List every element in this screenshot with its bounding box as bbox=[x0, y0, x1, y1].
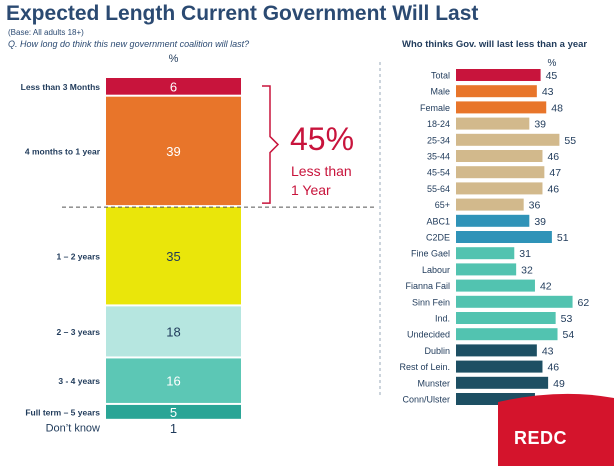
bar-category-label: 65+ bbox=[435, 200, 450, 210]
bar-value-label: 55 bbox=[564, 135, 576, 147]
bar bbox=[456, 166, 545, 179]
bar-category-label: 45-54 bbox=[427, 168, 450, 178]
highlight-line2: 1 Year bbox=[291, 182, 331, 198]
segment-value-label: 39 bbox=[166, 144, 180, 159]
bar-value-label: 53 bbox=[561, 313, 573, 325]
stack-segment bbox=[106, 358, 241, 403]
bar-value-label: 47 bbox=[549, 167, 561, 179]
percent-header: % bbox=[169, 53, 179, 65]
category-label: Don’t know bbox=[46, 422, 100, 434]
bar-value-label: 42 bbox=[540, 281, 552, 293]
stack-segment bbox=[106, 207, 241, 305]
bar-value-label: 46 bbox=[547, 183, 559, 195]
bracket bbox=[262, 85, 280, 204]
bar bbox=[456, 214, 530, 227]
stack-segment bbox=[106, 404, 241, 419]
bar-value-label: 43 bbox=[542, 345, 554, 357]
page-title: Expected Length Current Government Will … bbox=[6, 2, 479, 25]
bar bbox=[456, 133, 560, 146]
redc-logo: REDC bbox=[514, 428, 568, 448]
bar-category-label: 18-24 bbox=[427, 119, 450, 129]
bar bbox=[456, 85, 537, 98]
bar-category-label: Male bbox=[430, 87, 450, 97]
bar-category-label: Dublin bbox=[424, 346, 450, 356]
logo-background bbox=[498, 393, 614, 466]
decoration bbox=[498, 393, 614, 466]
bar bbox=[456, 150, 543, 162]
bar bbox=[456, 360, 543, 373]
bar bbox=[456, 198, 524, 211]
bar-value-label: 62 bbox=[578, 297, 590, 309]
bar-category-label: 35-44 bbox=[427, 152, 450, 162]
category-label: 1 – 2 years bbox=[57, 251, 101, 261]
bar-category-label: Munster bbox=[417, 378, 450, 388]
percent-header: % bbox=[548, 58, 557, 69]
bar bbox=[456, 376, 549, 389]
bar-value-label: 39 bbox=[534, 119, 546, 131]
bar bbox=[456, 247, 515, 260]
bar-category-label: Total bbox=[431, 71, 450, 81]
category-label: 3 - 4 years bbox=[58, 376, 100, 386]
bar bbox=[456, 344, 537, 357]
bar-category-label: Fine Gael bbox=[411, 249, 450, 259]
segment-value-label: 5 bbox=[170, 405, 177, 420]
segment-value-label: 35 bbox=[166, 249, 180, 264]
category-label: 2 – 3 years bbox=[57, 327, 101, 337]
bar-category-label: C2DE bbox=[426, 233, 450, 243]
highlight-line1: Less than bbox=[291, 163, 352, 179]
bar-category-label: ABC1 bbox=[426, 216, 450, 226]
stack-segment bbox=[106, 78, 241, 95]
bar-category-label: Female bbox=[420, 103, 450, 113]
bar-category-label: Sinn Fein bbox=[412, 297, 450, 307]
bar-value-label: 46 bbox=[547, 151, 559, 163]
bar-value-label: 36 bbox=[529, 200, 541, 212]
category-label: Less than 3 Months bbox=[21, 82, 101, 92]
bar-category-label: Labour bbox=[422, 265, 450, 275]
category-label: Full term – 5 years bbox=[25, 407, 100, 417]
question-text: Q. How long do think this new government… bbox=[8, 39, 250, 49]
segment-value-label: 16 bbox=[166, 374, 180, 389]
bar bbox=[456, 312, 556, 324]
base-note: (Base: All adults 18+) bbox=[8, 28, 84, 37]
bar-category-label: 25-34 bbox=[427, 135, 450, 145]
bar-category-label: Conn/Ulster bbox=[402, 395, 450, 405]
bar bbox=[456, 69, 541, 81]
bar-category-label: Ind. bbox=[435, 314, 450, 324]
bar-category-label: 55-64 bbox=[427, 184, 450, 194]
bar-value-label: 49 bbox=[553, 378, 565, 390]
stack-segment bbox=[106, 306, 241, 357]
bar-value-label: 45 bbox=[546, 70, 558, 82]
bar bbox=[456, 101, 547, 114]
bar-value-label: 31 bbox=[519, 248, 531, 260]
stack-segment bbox=[106, 96, 241, 206]
bar bbox=[456, 328, 558, 341]
bar-value-label: 46 bbox=[547, 362, 559, 374]
bar-category-label: Rest of Lein. bbox=[399, 362, 450, 372]
right-chart-title: Who thinks Gov. will last less than a ye… bbox=[402, 39, 588, 50]
bar bbox=[456, 117, 530, 130]
segment-value-label: 18 bbox=[166, 324, 180, 339]
bar-value-label: 43 bbox=[542, 86, 554, 98]
bar-category-label: Fianna Fail bbox=[405, 281, 450, 291]
bar-value-label: 39 bbox=[534, 216, 546, 228]
segment-value-label: 1 bbox=[170, 421, 177, 436]
segment-value-label: 6 bbox=[170, 79, 177, 94]
bar-category-label: Undecided bbox=[407, 330, 450, 340]
bar-value-label: 51 bbox=[557, 232, 569, 244]
stacked-bar-chart: % 6 Less than 3 Months 39 4 months to 1 year… bbox=[21, 53, 375, 436]
highlight-value: 45% bbox=[290, 121, 354, 157]
bar-value-label: 32 bbox=[521, 264, 533, 276]
category-label: 4 months to 1 year bbox=[25, 146, 101, 156]
bar-value-label: 48 bbox=[551, 102, 563, 114]
bar bbox=[456, 279, 535, 292]
bar bbox=[456, 231, 552, 243]
bar bbox=[456, 295, 573, 308]
bar-value-label: 54 bbox=[563, 329, 575, 341]
bar bbox=[456, 263, 517, 276]
horizontal-bar-chart: % Total 45 Male 43 Female 48 18-24 39 25-34 55 35-4… bbox=[379, 58, 590, 406]
bar bbox=[456, 182, 543, 195]
